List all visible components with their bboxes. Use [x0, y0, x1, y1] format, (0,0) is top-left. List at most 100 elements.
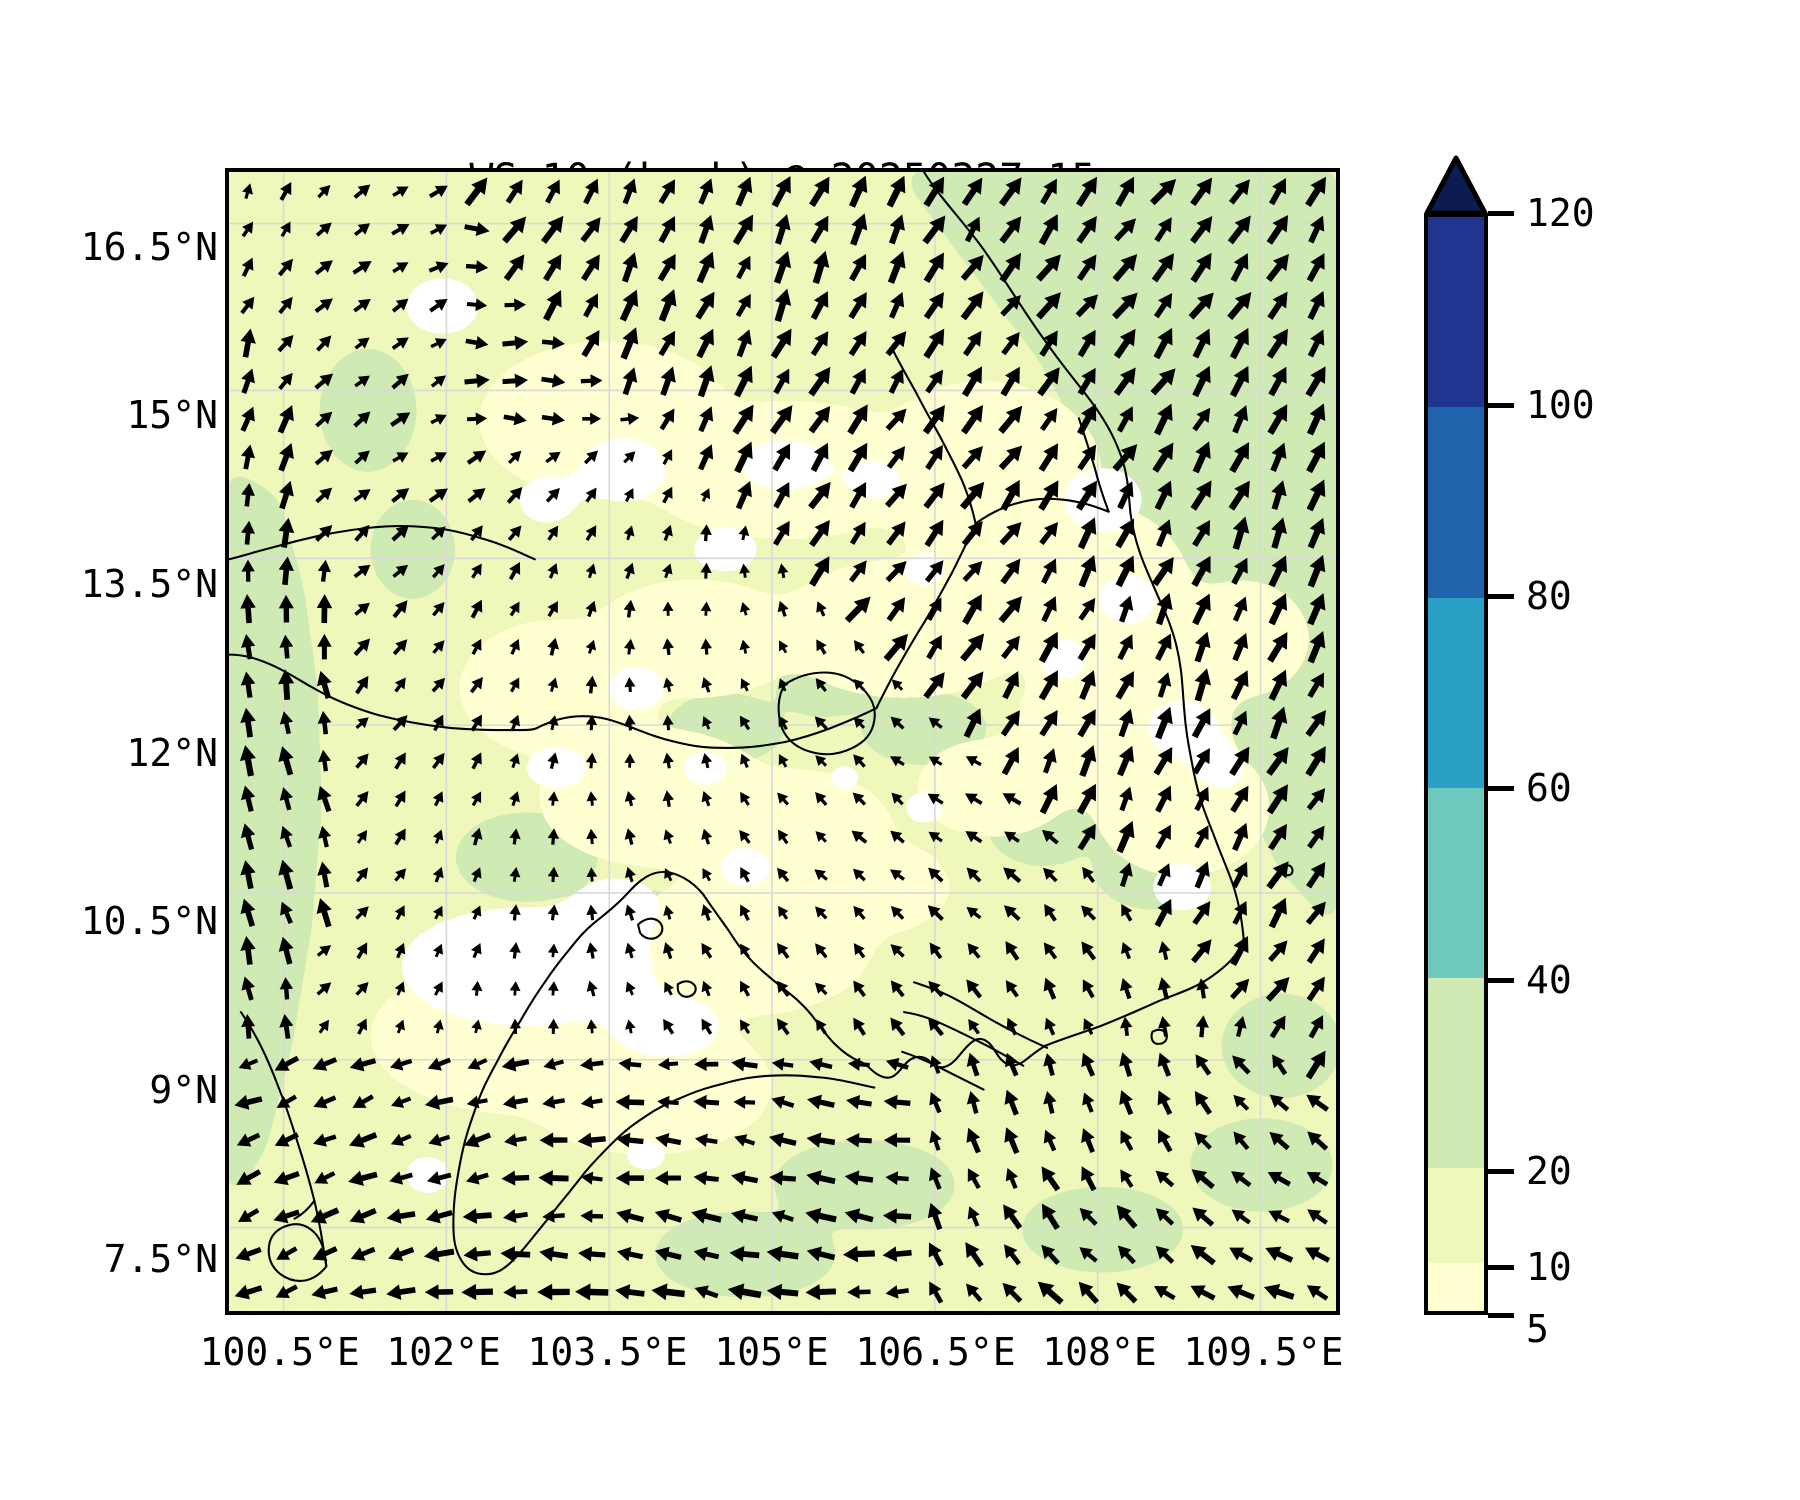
wind-arrow — [664, 868, 674, 882]
map-plot-area[interactable] — [225, 168, 1340, 1315]
wind-arrow — [463, 1246, 492, 1262]
wind-arrow — [806, 1132, 836, 1148]
wind-arrow — [241, 559, 255, 582]
wind-arrow — [651, 1283, 685, 1301]
wind-arrow — [580, 217, 601, 243]
wind-arrow — [968, 1018, 980, 1035]
wind-arrow — [654, 1208, 683, 1224]
wind-arrow — [849, 368, 866, 395]
wind-arrow — [464, 373, 490, 388]
wind-arrow — [927, 905, 944, 921]
wind-arrow — [961, 177, 983, 207]
wind-arrow — [586, 904, 598, 921]
wind-arrow — [658, 289, 677, 322]
wind-arrow — [471, 867, 482, 883]
wind-arrow — [1227, 291, 1252, 320]
wind-arrow — [1307, 1131, 1329, 1151]
wind-arrow — [739, 639, 751, 654]
wind-arrow — [464, 221, 490, 236]
wind-arrow — [1268, 555, 1288, 588]
wind-arrow — [1194, 1090, 1213, 1115]
wind-arrow — [852, 868, 866, 882]
wind-arrow — [432, 866, 444, 883]
wind-arrow — [425, 1208, 453, 1224]
wind-arrow — [886, 521, 906, 546]
wind-arrow — [809, 176, 830, 208]
wind-arrow — [1154, 217, 1172, 243]
wind-arrow — [1157, 1090, 1173, 1116]
wind-arrow — [539, 1246, 569, 1262]
wind-arrow — [1194, 861, 1210, 889]
wind-arrow — [1116, 745, 1135, 777]
wind-arrow — [852, 792, 867, 806]
wind-arrow — [965, 1242, 984, 1268]
wind-arrow — [1194, 786, 1209, 812]
wind-arrow — [882, 1246, 912, 1262]
wind-arrow — [808, 366, 831, 397]
wind-arrow — [623, 599, 636, 618]
wind-arrow — [353, 638, 371, 657]
wind-arrow — [506, 486, 523, 504]
wind-arrow — [923, 292, 944, 320]
wind-arrow — [1190, 480, 1212, 511]
wind-arrow — [1230, 978, 1250, 1000]
wind-arrow — [702, 715, 713, 730]
wind-arrow — [1190, 1244, 1216, 1266]
wind-arrow — [694, 1285, 719, 1299]
wind-arrow — [844, 596, 871, 623]
wind-arrow — [1077, 517, 1097, 550]
wind-arrow — [509, 638, 520, 655]
wind-arrow — [1000, 366, 1020, 397]
wind-arrow — [466, 298, 488, 312]
wind-arrow — [1306, 403, 1326, 436]
wind-arrow — [580, 1171, 603, 1185]
wind-arrow — [279, 711, 294, 735]
wind-arrow — [467, 1057, 488, 1070]
wind-arrow — [509, 867, 521, 882]
wind-arrow — [1082, 866, 1096, 884]
wind-arrow — [929, 1130, 942, 1151]
wind-arrow — [1120, 1169, 1134, 1188]
wind-arrow — [998, 405, 1023, 434]
wind-arrow — [1043, 942, 1058, 960]
wind-arrow — [578, 1246, 606, 1262]
wind-arrow — [923, 672, 945, 699]
wind-arrow — [433, 981, 443, 996]
wind-arrow — [622, 178, 637, 205]
wind-arrow — [585, 752, 598, 769]
wind-arrow — [662, 752, 674, 769]
wind-arrow — [1153, 327, 1173, 360]
wind-arrow — [815, 831, 827, 843]
wind-arrow — [1005, 941, 1020, 961]
wind-arrow — [580, 1209, 603, 1223]
wind-arrow — [431, 677, 446, 693]
wind-arrow — [736, 255, 751, 280]
wind-arrow — [619, 289, 639, 322]
wind-arrow — [317, 710, 332, 735]
wind-arrow — [471, 905, 482, 920]
wind-arrow — [1079, 1207, 1098, 1226]
wind-arrow — [278, 669, 295, 700]
wind-arrow — [277, 258, 294, 277]
wind-arrow — [392, 600, 408, 619]
wind-arrow — [622, 367, 638, 396]
wind-arrow — [273, 1170, 300, 1186]
wind-arrow — [465, 336, 489, 350]
wind-arrow — [965, 831, 983, 844]
wind-arrow — [779, 640, 789, 654]
wind-arrow — [1305, 176, 1326, 207]
wind-arrow — [1076, 783, 1096, 815]
wind-arrow — [853, 1017, 867, 1036]
wind-arrow — [1267, 1171, 1292, 1187]
wind-arrow — [727, 1283, 762, 1301]
wind-arrow — [849, 253, 867, 282]
colorbar-band — [1428, 787, 1484, 979]
wind-arrow — [999, 216, 1022, 244]
wind-arrow — [1083, 1018, 1094, 1035]
wind-arrow — [1191, 555, 1211, 587]
wind-arrow — [356, 1018, 368, 1035]
colorbar[interactable]: 5 10 20 40 60 80 100 120 — [1424, 155, 1595, 1351]
wind-arrow — [313, 1095, 337, 1109]
wind-arrow — [433, 829, 444, 844]
wind-arrow — [276, 1246, 298, 1260]
